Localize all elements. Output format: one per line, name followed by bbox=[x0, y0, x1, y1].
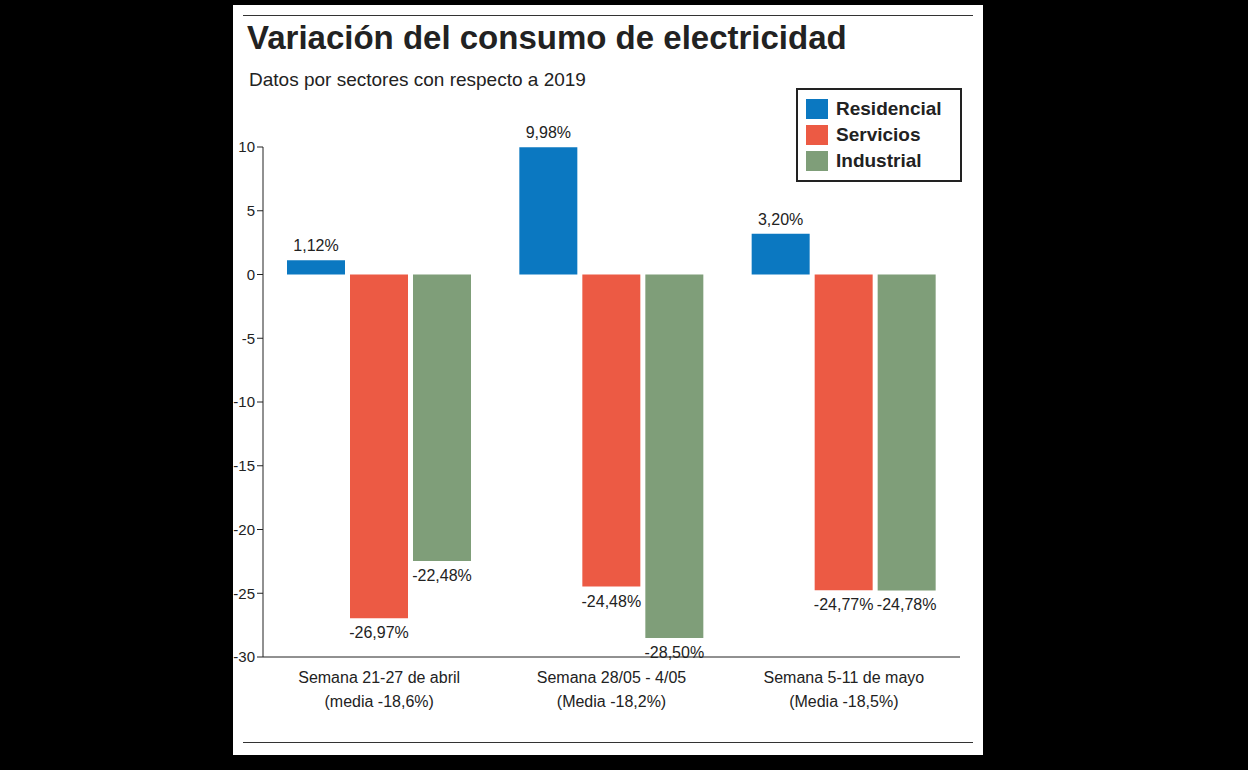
svg-text:(Media -18,5%): (Media -18,5%) bbox=[789, 693, 898, 710]
svg-text:5: 5 bbox=[247, 202, 255, 219]
svg-text:-5: -5 bbox=[242, 330, 255, 347]
svg-text:1,12%: 1,12% bbox=[293, 237, 338, 254]
svg-text:10: 10 bbox=[238, 138, 255, 155]
html-text:Industrial: Industrial bbox=[836, 150, 922, 171]
svg-text:-24,77%: -24,77% bbox=[814, 596, 874, 613]
svg-text:(media -18,6%): (media -18,6%) bbox=[324, 693, 433, 710]
html-text:Servicios: Servicios bbox=[836, 124, 921, 145]
svg-text:Semana 5-11 de mayo: Semana 5-11 de mayo bbox=[763, 669, 924, 686]
svg-text:9,98%: 9,98% bbox=[526, 124, 571, 141]
svg-text:-22,48%: -22,48% bbox=[412, 567, 472, 584]
svg-text:Semana 28/05 - 4/05: Semana 28/05 - 4/05 bbox=[537, 669, 687, 686]
svg-text:3,20%: 3,20% bbox=[758, 211, 803, 228]
html-text:Residencial: Residencial bbox=[836, 98, 942, 119]
svg-text:-24,78%: -24,78% bbox=[877, 596, 937, 613]
svg-text:-25: -25 bbox=[233, 585, 255, 602]
svg-text:-28,50%: -28,50% bbox=[645, 644, 705, 661]
html-text:Datos por sectores con respect: Datos por sectores con respecto a 2019 bbox=[249, 69, 586, 90]
html-text:Variación del consumo de elect: Variación del consumo de electricidad bbox=[247, 19, 847, 56]
svg-text:-26,97%: -26,97% bbox=[349, 624, 409, 641]
svg-text:-15: -15 bbox=[233, 457, 255, 474]
svg-text:-30: -30 bbox=[233, 648, 255, 665]
svg-text:-10: -10 bbox=[233, 393, 255, 410]
svg-text:-20: -20 bbox=[233, 521, 255, 538]
svg-text:-24,48%: -24,48% bbox=[582, 593, 642, 610]
svg-text:0: 0 bbox=[247, 266, 255, 283]
svg-text:Semana 21-27 de abril: Semana 21-27 de abril bbox=[298, 669, 460, 686]
svg-text:(Media -18,2%): (Media -18,2%) bbox=[557, 693, 666, 710]
